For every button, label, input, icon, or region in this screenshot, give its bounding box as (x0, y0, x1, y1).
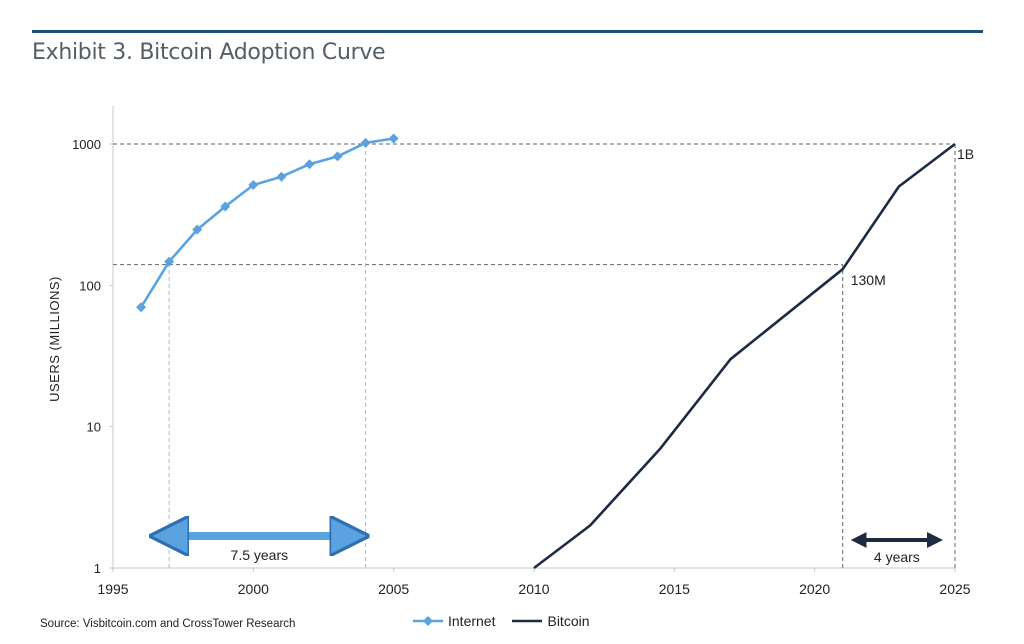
series-line-bitcoin (533, 142, 956, 570)
legend-internet-label: Internet (448, 613, 496, 629)
legend-bitcoin-swatch (512, 619, 543, 623)
data-point-internet (248, 179, 259, 190)
data-point-internet (276, 171, 287, 182)
legend-item-internet: Internet (412, 613, 495, 629)
annotation-label: 1B (957, 146, 974, 162)
data-point-internet (360, 137, 371, 148)
y-tick-label: 1000 (72, 137, 101, 152)
span-label-internet: 7.5 years (231, 547, 289, 563)
y-axis-label: USERS (MILLIONS) (47, 276, 62, 402)
x-tick-label: 2020 (799, 581, 830, 597)
data-point-internet (164, 256, 175, 267)
x-tick-label: 1995 (97, 581, 128, 597)
x-tick-label: 2010 (518, 581, 549, 597)
x-tick-label: 2005 (378, 581, 409, 597)
y-tick-label: 1 (94, 561, 101, 576)
legend: Internet Bitcoin (412, 613, 590, 629)
data-point-internet (220, 201, 231, 212)
data-point-internet (136, 302, 147, 313)
legend-bitcoin-label: Bitcoin (547, 613, 590, 629)
data-point-internet (388, 133, 399, 144)
x-tick-label: 2015 (659, 581, 690, 597)
data-point-internet (192, 224, 203, 235)
y-tick-label: 10 (87, 420, 101, 435)
x-tick-label: 2000 (238, 581, 269, 597)
data-point-internet (332, 151, 343, 162)
header-rule (32, 30, 983, 33)
x-tick-label: 2025 (939, 581, 970, 597)
legend-internet-swatch (413, 616, 443, 626)
data-point-internet (304, 159, 315, 170)
y-tick-label: 100 (79, 278, 101, 293)
span-label-bitcoin: 4 years (874, 549, 920, 565)
series-line-internet (139, 137, 394, 308)
chart-title: Exhibit 3. Bitcoin Adoption Curve (32, 40, 386, 65)
legend-item-bitcoin: Bitcoin (511, 613, 590, 629)
source-note: Source: Visbitcoin.com and CrossTower Re… (40, 618, 296, 630)
annotation-label: 130M (851, 272, 886, 288)
